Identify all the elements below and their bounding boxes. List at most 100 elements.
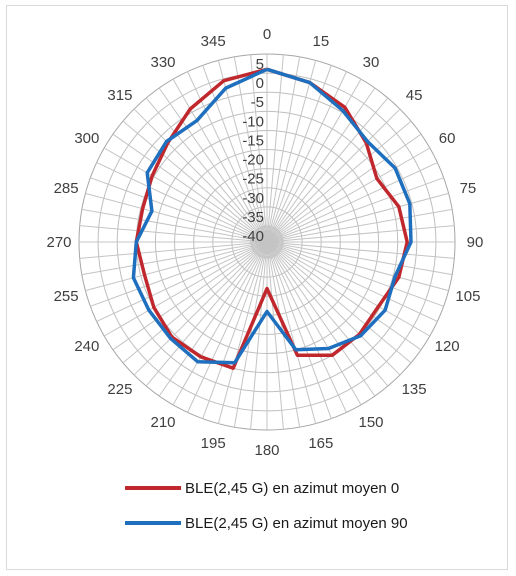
- grid-spoke: [266, 108, 401, 243]
- grid-spoke: [266, 192, 449, 243]
- series-layer: [131, 67, 413, 370]
- radial-tick-label: -10: [242, 113, 264, 130]
- legend-label-series-2: BLE(2,45 G) en azimut moyen 90: [185, 515, 408, 532]
- angle-tick-label: 90: [467, 234, 484, 251]
- angle-tick-label: 30: [363, 54, 380, 71]
- angle-tick-label: 75: [460, 180, 477, 197]
- grid-spoke: [266, 133, 422, 243]
- grid-spoke: [266, 208, 453, 243]
- grid-spoke: [90, 241, 268, 307]
- grid-spoke: [250, 54, 268, 243]
- radial-tick-label: 0: [256, 75, 264, 92]
- grid-spoke: [266, 241, 412, 364]
- grid-spoke: [172, 78, 268, 243]
- angle-tick-label: 165: [308, 435, 333, 452]
- angle-tick-label: 330: [150, 54, 175, 71]
- legend: BLE(2,45 G) en azimut moyen 0 BLE(2,45 G…: [125, 480, 408, 532]
- angle-tick-label: 0: [263, 26, 271, 43]
- grid-spoke: [217, 60, 268, 243]
- grid-spoke: [266, 60, 317, 243]
- grid-spoke: [266, 97, 389, 243]
- radial-tick-label: -15: [242, 132, 264, 149]
- grid-spoke: [266, 241, 444, 307]
- radial-tick-label: 5: [256, 56, 264, 73]
- radial-tick-label: -35: [242, 209, 264, 226]
- grid-spoke: [266, 65, 332, 243]
- grid-spoke: [266, 147, 431, 243]
- radial-tick-label: -30: [242, 190, 264, 207]
- angle-tick-label: 255: [54, 288, 79, 305]
- radial-tick-label: -40: [242, 228, 264, 245]
- grid-spoke: [96, 162, 268, 243]
- grid-spoke: [145, 97, 268, 243]
- grid-spoke: [266, 241, 449, 292]
- angle-tick-label: 315: [107, 87, 132, 104]
- grid-spoke: [202, 65, 268, 243]
- grid-spoke: [266, 241, 453, 276]
- angle-tick-label: 240: [74, 338, 99, 355]
- angle-tick-label: 300: [74, 130, 99, 147]
- grid-spoke: [85, 192, 268, 243]
- grid-spoke: [81, 208, 268, 243]
- grid-spoke: [266, 241, 317, 424]
- grid-spoke: [217, 241, 268, 424]
- grid-spoke: [202, 241, 268, 419]
- grid-spoke: [158, 241, 268, 397]
- angle-tick-label: 150: [358, 414, 383, 431]
- grid-spoke: [266, 241, 284, 430]
- grid-spoke: [85, 241, 268, 292]
- grid-spoke: [266, 162, 438, 243]
- grid-spoke: [122, 120, 268, 243]
- angle-tick-label: 225: [107, 381, 132, 398]
- grid-spoke: [112, 241, 268, 351]
- grid-spoke: [266, 241, 362, 406]
- angle-tick-label: 105: [455, 288, 480, 305]
- radial-tick-label: -5: [251, 94, 264, 111]
- grid-spoke: [266, 241, 332, 419]
- grid-spoke: [172, 241, 268, 406]
- grid-spoke: [96, 241, 268, 322]
- angle-tick-label: 15: [312, 33, 329, 50]
- grid-spoke: [250, 241, 268, 430]
- grid-spoke: [266, 54, 284, 243]
- grid-spoke: [266, 225, 455, 243]
- angle-tick-label: 285: [54, 180, 79, 197]
- angle-tick-label: 135: [402, 381, 427, 398]
- grid-spoke: [266, 241, 455, 259]
- angle-tick-label: 270: [46, 234, 71, 251]
- grid-spoke: [79, 241, 268, 259]
- grid-spoke: [79, 225, 268, 243]
- angle-tick-label: 195: [201, 435, 226, 452]
- grid-spoke: [187, 241, 268, 413]
- angle-tick-label: 210: [150, 414, 175, 431]
- grid-spoke: [133, 241, 268, 376]
- grid-spoke: [266, 87, 376, 243]
- grid-spoke: [266, 241, 431, 337]
- radial-tick-label: -20: [242, 152, 264, 169]
- grid-spoke: [158, 87, 268, 243]
- radial-tick-label: -25: [242, 171, 264, 188]
- grid-spoke: [233, 56, 268, 243]
- grid-spoke: [266, 241, 347, 413]
- grid-spoke: [266, 56, 301, 243]
- grid-spoke: [103, 147, 268, 243]
- grid-spoke: [266, 241, 422, 351]
- grid-spoke: [266, 241, 376, 397]
- grid-spoke: [90, 177, 268, 243]
- radial-axis-labels: 5 0 -5 -10 -15 -20 -25 -30 -35 -40: [242, 56, 264, 245]
- grid-spoke: [266, 120, 412, 243]
- legend-label-series-1: BLE(2,45 G) en azimut moyen 0: [185, 480, 399, 497]
- grid-spoke: [145, 241, 268, 387]
- angle-tick-label: 45: [406, 87, 423, 104]
- grid-spoke: [133, 108, 268, 243]
- grid-spoke: [122, 241, 268, 364]
- angle-tick-label: 120: [435, 338, 460, 355]
- angle-axis-labels: 0 15 30 45 60 75 90 105 120 135 150 165 180 195 210 225…: [46, 26, 483, 459]
- grid-spoke: [266, 241, 401, 376]
- grid-spoke: [112, 133, 268, 243]
- chart-frame: [6, 5, 508, 570]
- angle-tick-label: 345: [201, 33, 226, 50]
- angle-tick-label: 180: [254, 442, 279, 459]
- grid-spoke: [266, 177, 444, 243]
